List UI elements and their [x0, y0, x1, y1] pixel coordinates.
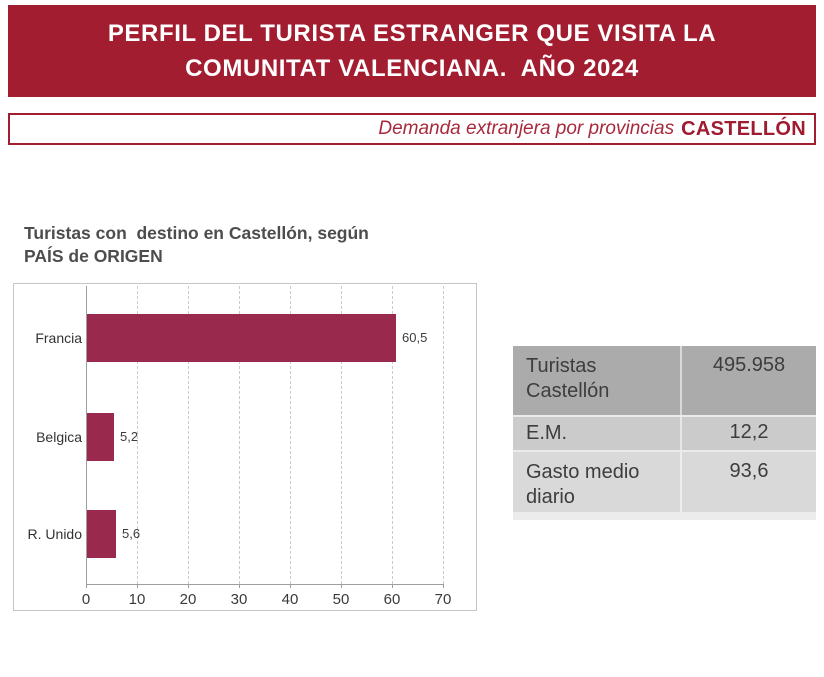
x-axis-line [86, 584, 443, 585]
table-row-label: Gasto medio diario [526, 461, 640, 508]
x-axis-tick-label: 70 [434, 591, 452, 608]
axis-tickmark [239, 584, 240, 588]
category-label: Francia [35, 330, 82, 346]
subtitle-province-label: CASTELLÓN [681, 117, 806, 140]
gridline [137, 286, 138, 584]
axis-tickmark [86, 584, 87, 588]
axis-tickmark [392, 584, 393, 588]
summary-table: Turistas Castellón 495.958 E.M. 12,2 Gas… [513, 346, 816, 520]
header-title-line2: COMUNITAT VALENCIANA. AÑO 2024 [185, 54, 639, 82]
table-row: Gasto medio diario 93,6 [513, 450, 816, 512]
axis-tickmark [290, 584, 291, 588]
gridline [392, 286, 393, 584]
category-label: Belgica [36, 429, 82, 445]
bar-value-label: 60,5 [402, 330, 428, 345]
x-axis-tick-label: 0 [81, 591, 91, 608]
gridline [290, 286, 291, 584]
x-axis-tick-label: 20 [179, 591, 197, 608]
table-bottom-strip [513, 512, 816, 520]
x-axis-tick-label: 60 [383, 591, 401, 608]
bar [87, 314, 396, 362]
x-axis-tick-label: 30 [230, 591, 248, 608]
table-row-value: 12,2 [680, 417, 816, 450]
table-row-label: Turistas Castellón [526, 355, 610, 402]
axis-tickmark [443, 584, 444, 588]
table-row: Turistas Castellón 495.958 [513, 346, 816, 415]
table-row-label: E.M. [526, 422, 568, 444]
gridline [239, 286, 240, 584]
header-banner: PERFIL DEL TURISTA ESTRANGER QUE VISITA … [8, 5, 816, 97]
table-row-value: 93,6 [680, 452, 816, 512]
axis-tickmark [137, 584, 138, 588]
y-axis-line [86, 286, 87, 584]
gridline [188, 286, 189, 584]
bar [87, 510, 116, 558]
axis-tickmark [341, 584, 342, 588]
gridline [341, 286, 342, 584]
bar-value-label: 5,2 [120, 429, 139, 444]
bar-chart-frame: 0 10 20 30 40 50 60 70 60,5 Francia 5,2 Belgica 5,6 R… [13, 283, 477, 611]
bar [87, 413, 114, 461]
bar-value-label: 5,6 [122, 526, 141, 541]
category-label: R. Unido [27, 526, 82, 542]
x-axis-tick-label: 40 [281, 591, 299, 608]
axis-tickmark [188, 584, 189, 588]
table-row: E.M. 12,2 [513, 415, 816, 450]
chart-title: Turistas con destino en Castellón, según… [24, 223, 369, 266]
header-title-line1: PERFIL DEL TURISTA ESTRANGER QUE VISITA … [107, 19, 717, 47]
bar-chart-plot-area: 0 10 20 30 40 50 60 70 60,5 Francia 5,2 Belgica 5,6 R… [14, 284, 476, 610]
table-row-value: 495.958 [680, 346, 816, 415]
gridline [443, 286, 444, 584]
x-axis-tick-label: 10 [128, 591, 146, 608]
subtitle-box: Demanda extranjera por provincias CASTEL… [8, 113, 816, 145]
subtitle-text: Demanda extranjera por provincias [378, 118, 675, 139]
x-axis-tick-label: 50 [332, 591, 350, 608]
